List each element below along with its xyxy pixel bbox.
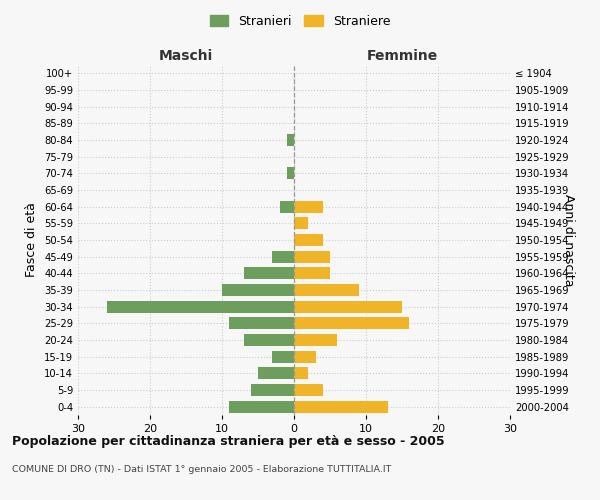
Bar — [229, 318, 294, 330]
Bar — [294, 234, 323, 246]
Bar — [294, 268, 330, 280]
Y-axis label: Anni di nascita: Anni di nascita — [562, 194, 575, 286]
Text: Maschi: Maschi — [159, 50, 213, 64]
Bar — [294, 334, 337, 346]
Bar — [244, 268, 294, 280]
Bar — [294, 318, 409, 330]
Bar — [222, 284, 294, 296]
Bar — [294, 250, 330, 262]
Bar — [244, 334, 294, 346]
Bar — [107, 300, 294, 312]
Bar — [251, 384, 294, 396]
Bar — [294, 200, 323, 212]
Bar — [272, 350, 294, 362]
Bar — [294, 350, 316, 362]
Legend: Stranieri, Straniere: Stranieri, Straniere — [206, 11, 394, 32]
Bar — [258, 368, 294, 380]
Bar — [294, 284, 359, 296]
Text: COMUNE DI DRO (TN) - Dati ISTAT 1° gennaio 2005 - Elaborazione TUTTITALIA.IT: COMUNE DI DRO (TN) - Dati ISTAT 1° genna… — [12, 465, 391, 474]
Y-axis label: Fasce di età: Fasce di età — [25, 202, 38, 278]
Bar — [294, 384, 323, 396]
Bar — [287, 168, 294, 179]
Text: Popolazione per cittadinanza straniera per età e sesso - 2005: Popolazione per cittadinanza straniera p… — [12, 435, 445, 448]
Bar — [272, 250, 294, 262]
Text: Femmine: Femmine — [367, 50, 437, 64]
Bar — [294, 368, 308, 380]
Bar — [294, 400, 388, 412]
Bar — [294, 300, 402, 312]
Bar — [294, 218, 308, 230]
Bar — [229, 400, 294, 412]
Bar — [280, 200, 294, 212]
Bar — [287, 134, 294, 146]
